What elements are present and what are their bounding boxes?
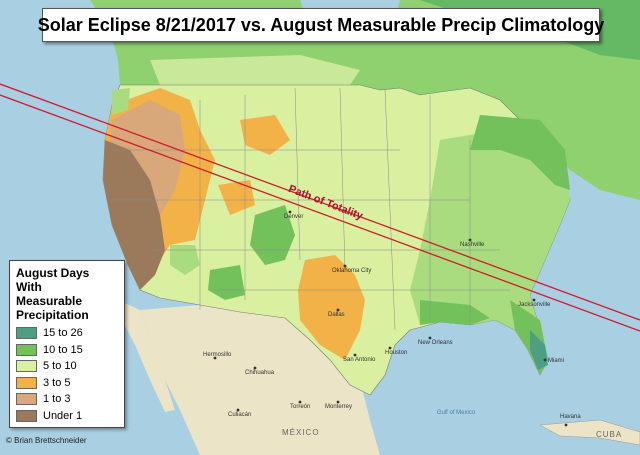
gulf-coast-wet [420,300,490,325]
label-houston: Houston [385,350,408,356]
legend-items: 15 to 26 10 to 15 5 to 10 3 to 5 1 to 3 … [16,325,83,424]
legend-item: 10 to 15 [16,342,83,359]
legend-swatch [16,360,37,373]
utah-dry-patch [218,180,255,215]
new-mexico-monsoon-wet [208,265,245,300]
title-box: Solar Eclipse 8/21/2017 vs. August Measu… [38,8,604,42]
label-san-antonio: San Antonio [343,357,376,363]
legend-swatch [16,409,37,422]
south-florida-very-wet [530,330,548,370]
legend-item: 3 to 5 [16,375,83,392]
houston-dot [388,346,392,350]
legend-item: 5 to 10 [16,358,83,375]
dallas-dot [336,308,340,312]
legend-swatch [16,343,37,356]
pnw-coast [112,88,130,115]
label-gulf-of-mexico: Gulf of Mexico [436,410,476,416]
havana-dot [564,423,568,427]
credit: © Brian Brettschneider [6,436,87,445]
city-dots [213,210,568,427]
label-havana: Havana [560,414,581,420]
legend: August Days With Measurable Precipitatio… [9,260,125,428]
legend-label: 5 to 10 [43,360,77,373]
san-antonio-dot [353,353,357,357]
legend-item: 15 to 26 [16,325,83,342]
legend-label: 3 to 5 [43,376,71,389]
label-denver: Denver [284,214,304,220]
legend-label: 1 to 3 [43,393,71,406]
legend-item: Under 1 [16,408,83,425]
canada-prairie-dry [150,55,360,85]
path-north-limit [0,83,640,321]
label-culiacan: Culiacán [228,412,252,418]
legend-label: 10 to 15 [43,343,83,356]
wyoming-dry-patch [240,115,290,155]
texas-dry-region [298,255,365,360]
label-mexico: MÉXICO [282,428,320,437]
canada-land [90,0,640,200]
label-miami: Miami [548,358,564,364]
label-new-orleans: New Orleans [418,340,453,346]
chihuahua-dot [253,366,257,370]
map-title: Solar Eclipse 8/21/2017 vs. August Measu… [37,14,605,35]
baja-california [118,300,175,412]
path-of-totality [0,83,640,332]
legend-swatch [16,327,37,340]
label-torreon: Torreón [290,404,311,410]
legend-label: Under 1 [43,409,83,422]
label-jacksonville: Jacksonville [518,302,551,308]
miami-dot [543,358,547,362]
label-hermosillo: Hermosillo [203,352,232,358]
label-monterrey: Monterrey [325,404,353,410]
culiacan-dot [236,408,240,412]
label-dallas: Dallas [328,312,345,318]
denver-dot [288,210,292,214]
legend-title: August Days With Measurable Precipitatio… [16,266,90,322]
label-cuba: CUBA [596,430,623,439]
label-nashville: Nashville [460,242,485,248]
torreon-dot [298,400,302,404]
nashville-dot [468,238,472,242]
legend-item: 1 to 3 [16,391,83,408]
oklahoma-city-dot [343,264,347,268]
new-orleans-dot [428,336,432,340]
label-oklahoma-city: Oklahoma City [332,268,372,274]
hermosillo-dot [213,356,217,360]
cuba-land [539,419,640,446]
state-borders [112,87,510,331]
path-south-limit [0,94,640,332]
legend-swatch [16,376,37,389]
california-driest [103,140,165,290]
arizona-monsoon [170,245,200,275]
legend-swatch [16,393,37,406]
legend-label: 15 to 26 [43,327,83,340]
label-chihuahua: Chihuahua [245,370,275,376]
appalachian-wet-region [470,115,570,190]
monterrey-dot [336,400,340,404]
jacksonville-dot [532,298,536,302]
